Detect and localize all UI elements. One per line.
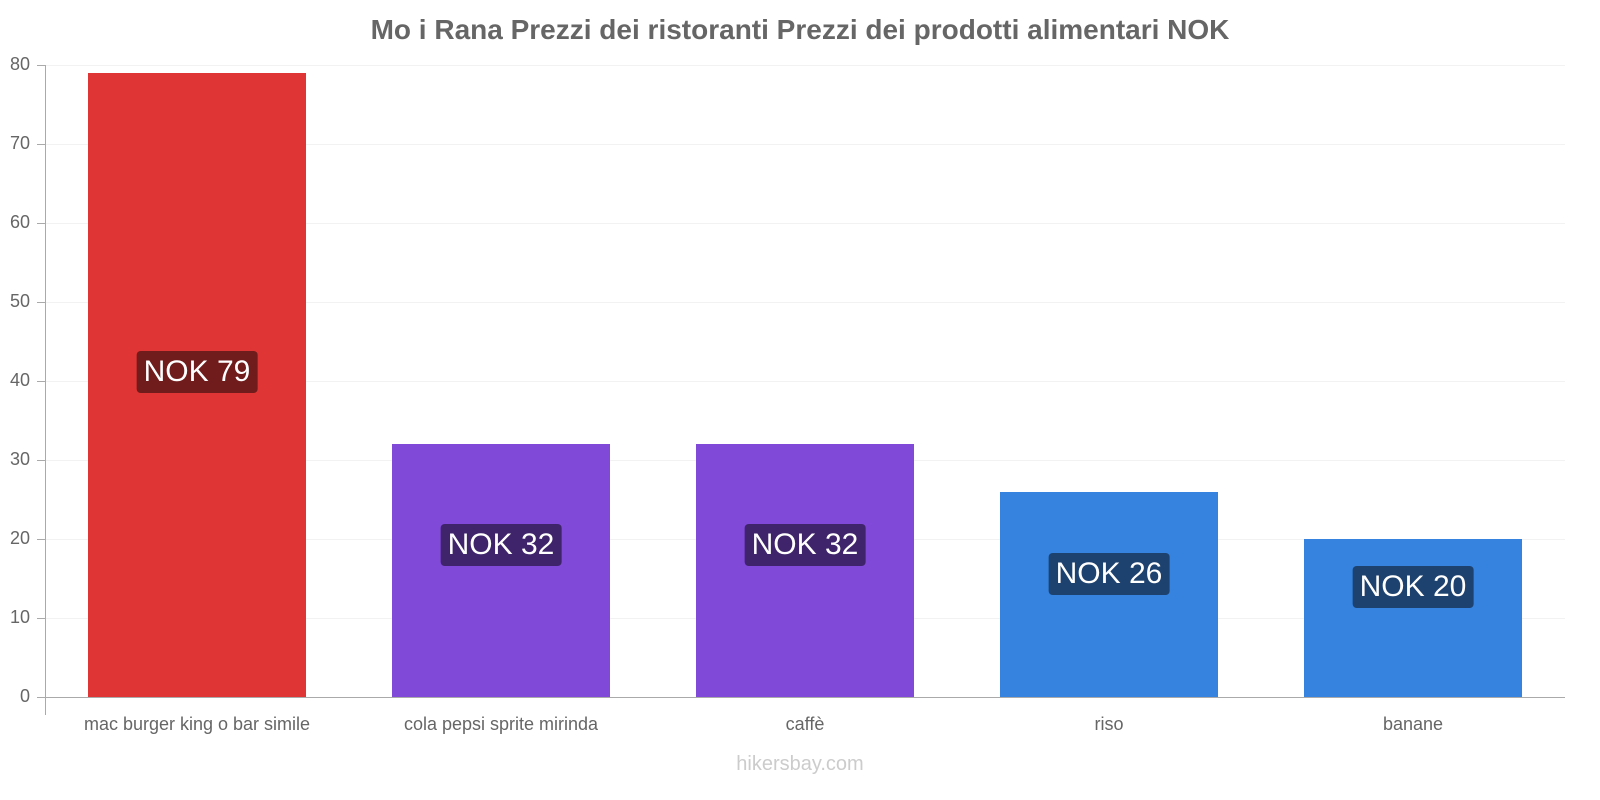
y-tick-mark [37, 302, 45, 303]
y-tick-mark [37, 65, 45, 66]
y-tick-label: 10 [9, 607, 30, 627]
bar-value-label: NOK 32 [440, 524, 562, 567]
y-tick-label: 20 [9, 528, 30, 548]
y-tick-label: 0 [19, 686, 30, 706]
gridline [45, 381, 1565, 382]
bar-value-label: NOK 26 [1048, 552, 1170, 595]
y-tick-label: 50 [9, 291, 30, 311]
y-tick-label: 60 [9, 212, 30, 232]
y-tick-label: 40 [9, 370, 30, 390]
gridline [45, 144, 1565, 145]
bar-value-label: NOK 32 [744, 524, 866, 567]
y-tick-mark [37, 223, 45, 224]
x-axis-line [45, 697, 1565, 698]
y-tick-mark [37, 618, 45, 619]
bar [1304, 539, 1522, 697]
watermark: hikersbay.com [736, 753, 864, 775]
bar [696, 444, 914, 697]
y-tick-mark [37, 539, 45, 540]
bar-value-label: NOK 79 [136, 351, 258, 394]
y-axis-line [45, 65, 46, 715]
y-tick-label: 70 [9, 133, 30, 153]
y-tick-mark [37, 381, 45, 382]
y-tick-label: 80 [9, 54, 30, 74]
chart-title: Mo i Rana Prezzi dei ristoranti Prezzi d… [370, 14, 1230, 45]
x-tick-label: cola pepsi sprite mirinda [403, 714, 599, 734]
gridline [45, 65, 1565, 66]
y-tick-label: 30 [9, 449, 30, 469]
y-tick-mark [37, 697, 45, 698]
x-tick-label: riso [1094, 714, 1124, 734]
y-tick-mark [37, 144, 45, 145]
bar [392, 444, 610, 697]
x-tick-label: mac burger king o bar simile [83, 714, 311, 734]
x-tick-label: banane [1382, 714, 1444, 734]
x-tick-label: caffè [785, 714, 825, 734]
gridline [45, 223, 1565, 224]
gridline [45, 302, 1565, 303]
bar-value-label: NOK 20 [1352, 566, 1474, 608]
y-tick-mark [37, 460, 45, 461]
